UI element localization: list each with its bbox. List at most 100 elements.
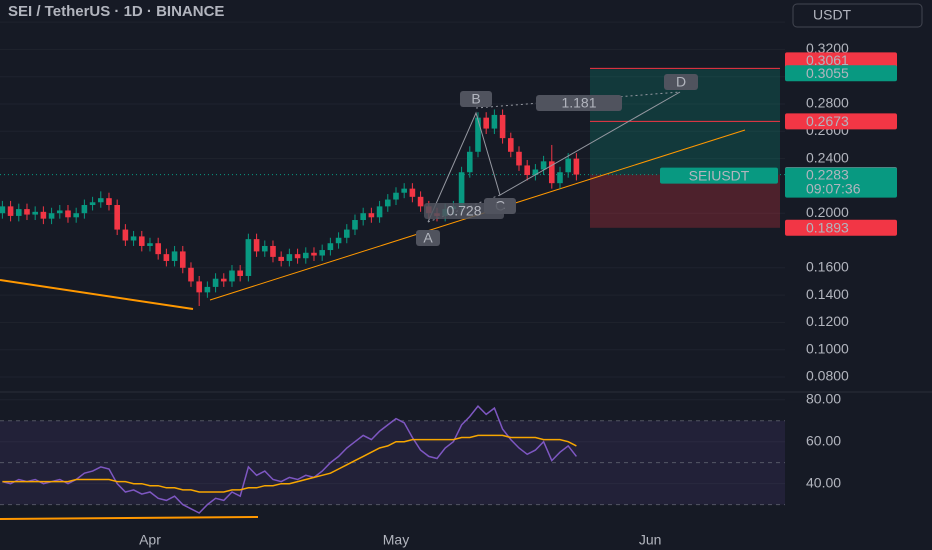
price-badge [785, 113, 897, 130]
price-badge [785, 52, 897, 69]
candle-body [319, 250, 325, 256]
price-badge-label: 0.3061 [806, 52, 849, 68]
pattern-label: A [423, 230, 433, 246]
candle-body [24, 209, 30, 215]
ratio-label: 1.181 [561, 95, 596, 111]
candle-body [114, 205, 120, 230]
candle-body [15, 209, 22, 216]
last-price-badge [785, 167, 897, 198]
rsi-tick-label: 60.00 [806, 432, 841, 448]
candle-body [122, 229, 129, 241]
x-tick-label: May [383, 532, 409, 548]
candle-body [253, 239, 260, 252]
candle-body [32, 211, 38, 215]
price-badge-label: 0.3055 [806, 65, 849, 81]
candle-body [196, 281, 202, 293]
pattern-dotted [475, 91, 681, 109]
candle-body [573, 158, 580, 175]
candle-body [327, 243, 334, 251]
y-tick-label: 0.0800 [806, 368, 849, 384]
ratio-label: 0.728 [446, 203, 481, 219]
y-tick-label: 0.2000 [806, 204, 849, 220]
candle-body [97, 198, 104, 203]
candle-body [212, 278, 219, 287]
pattern-label: B [471, 91, 480, 107]
candle-body [384, 199, 391, 207]
candle-body [188, 267, 194, 282]
candle-body [458, 172, 465, 207]
candle-body [65, 210, 71, 218]
candle-body [483, 117, 489, 129]
candle-body [220, 278, 227, 282]
symbol-badge [660, 167, 778, 184]
candle-body [204, 286, 211, 293]
candle-body [516, 151, 522, 166]
candle-body [278, 256, 284, 261]
rsi-pane [0, 404, 785, 514]
price-badge [785, 219, 897, 236]
candle-body [376, 206, 383, 218]
candle-body [368, 213, 375, 218]
y-tick-label: 0.1000 [806, 340, 849, 356]
candle-body [286, 254, 293, 261]
currency-button[interactable] [792, 3, 923, 28]
currency-label[interactable]: USDT [813, 7, 852, 23]
candle-body [311, 252, 317, 256]
price-badge [785, 65, 897, 82]
candle-body [270, 245, 276, 257]
candle-body [499, 114, 506, 139]
candle-body [360, 213, 366, 221]
candle-body [179, 251, 186, 268]
x-tick-label: Apr [139, 532, 161, 548]
candle-body [48, 213, 55, 219]
pattern-line [427, 91, 681, 223]
candle-body [155, 243, 161, 255]
y-tick-label: 0.1400 [806, 286, 849, 302]
candle-body [229, 270, 235, 282]
trend-line [0, 279, 194, 310]
rsi-tick-label: 80.00 [806, 390, 841, 406]
y-tick-label: 0.2800 [806, 95, 849, 111]
countdown-label: 09:07:36 [806, 180, 861, 196]
x-tick-label: Jun [639, 532, 662, 548]
chart-title: SEI / TetherUS · 1D · BINANCE [8, 3, 224, 20]
rsi-tick-label: 40.00 [806, 474, 841, 490]
pattern-point [460, 91, 492, 107]
candle-body [245, 239, 252, 276]
candle-body [261, 245, 268, 252]
y-tick-label: 0.3200 [806, 40, 849, 56]
candle-body [294, 254, 301, 259]
rsi-ma-line [2, 434, 577, 493]
candle-body [540, 161, 547, 170]
candle-body [491, 114, 498, 129]
price-badge-label: 0.1893 [806, 220, 849, 236]
candle-body [40, 211, 47, 219]
pattern-point [664, 74, 698, 90]
pattern-label: D [676, 74, 686, 90]
harmonic-pattern: A B C D 1.181 0.728 [416, 74, 698, 246]
candle-body [237, 270, 243, 276]
y-tick-label: 0.1200 [806, 313, 849, 329]
candle-body [352, 220, 358, 230]
candle-body [147, 243, 153, 246]
last-price-label: 0.2283 [806, 166, 849, 182]
candle-body [548, 161, 555, 184]
candle-body [343, 229, 350, 238]
candle-body [565, 158, 571, 173]
ratio-box [536, 95, 622, 111]
candle-body [163, 254, 170, 261]
candle-body [475, 117, 481, 152]
candle-body [106, 198, 112, 205]
candle-body [532, 169, 539, 175]
rsi-trend-line [0, 516, 259, 520]
candle-body [302, 252, 309, 259]
candle-body [0, 206, 6, 214]
candle-body [401, 188, 407, 193]
candle-body [56, 210, 63, 214]
price-badge-label: 0.2673 [806, 113, 849, 129]
candle-body [466, 151, 473, 173]
symbol-label: SEIUSDT [689, 167, 750, 183]
candle-body [81, 205, 88, 214]
